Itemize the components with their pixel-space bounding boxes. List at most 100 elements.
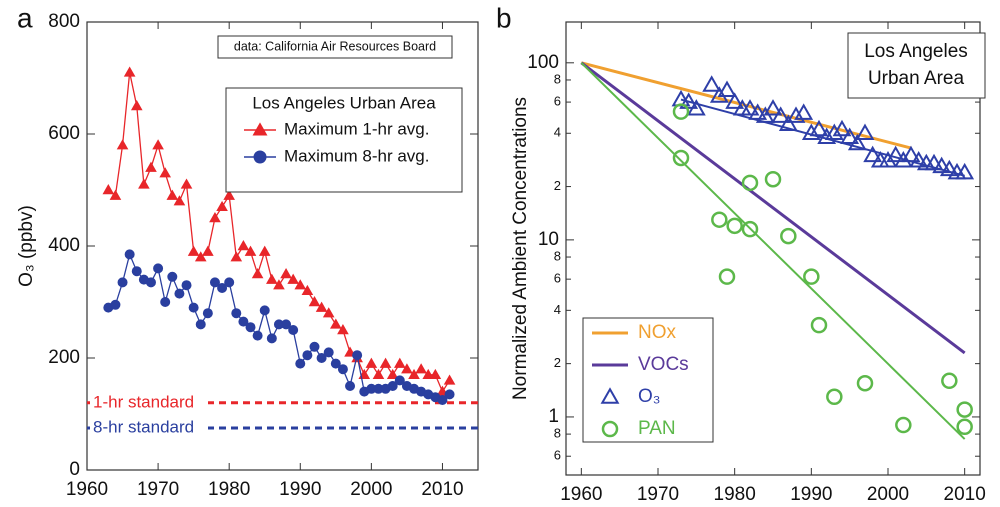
- y-tick-label: 600: [48, 123, 80, 144]
- triangle-marker: [223, 189, 235, 200]
- circle-marker: [217, 283, 228, 293]
- y-tick-label: 10: [538, 229, 559, 250]
- triangle-marker: [330, 318, 342, 329]
- triangle-marker: [740, 99, 760, 116]
- triangle-marker: [273, 279, 285, 290]
- x-tick-label: 1960: [560, 484, 602, 505]
- legend-label: Maximum 8-hr avg.: [284, 146, 429, 165]
- annotation: data: California Air Resources Board: [234, 39, 436, 53]
- circle-marker: [202, 308, 213, 319]
- triangle-marker: [600, 387, 620, 404]
- circle-marker: [941, 372, 958, 390]
- title-box: [847, 32, 986, 99]
- circle-marker: [309, 341, 320, 352]
- circle-marker: [345, 381, 356, 391]
- circle-marker: [266, 333, 277, 344]
- legend-box: [582, 317, 714, 443]
- circle-marker: [167, 271, 178, 282]
- triangle-marker: [778, 114, 798, 131]
- circle-marker: [288, 325, 299, 335]
- x-tick-label: 2000: [867, 484, 909, 505]
- circle-marker: [394, 375, 405, 386]
- triangle-marker: [408, 368, 420, 380]
- triangle-marker: [717, 80, 737, 98]
- chart-title: Urban Area: [868, 68, 965, 89]
- circle-marker: [252, 330, 263, 341]
- triangle-marker: [886, 145, 906, 163]
- triangle-marker: [287, 273, 299, 284]
- triangle-marker: [901, 145, 921, 163]
- reference-label-bg: [90, 392, 208, 413]
- triangle-marker: [244, 245, 257, 256]
- legend-label: PAN: [638, 418, 676, 439]
- y-tick-label: 800: [48, 11, 80, 32]
- triangle-marker: [801, 123, 821, 141]
- triangle-marker: [280, 268, 292, 279]
- triangle-marker: [855, 123, 875, 141]
- reference-label-bg: [90, 418, 208, 438]
- triangle-marker: [824, 123, 844, 141]
- triangle-marker: [878, 150, 898, 168]
- y-tick-label: 200: [48, 347, 80, 368]
- triangle-marker: [748, 103, 768, 120]
- circle-marker: [253, 150, 267, 164]
- circle-marker: [601, 420, 619, 438]
- circle-marker: [437, 395, 448, 405]
- series-line: [580, 61, 966, 355]
- triangle-marker: [955, 162, 975, 180]
- y-tick-label: 8: [554, 426, 561, 441]
- triangle-marker: [771, 106, 791, 123]
- triangle-marker: [216, 200, 228, 212]
- y-tick-label: 0: [69, 459, 80, 480]
- circle-marker: [856, 374, 874, 392]
- y-tick-label: 6: [554, 271, 561, 286]
- triangle-marker: [443, 374, 456, 385]
- x-tick-label: 1970: [637, 484, 679, 505]
- circle-marker: [245, 322, 256, 333]
- circle-marker: [259, 305, 270, 316]
- triangle-marker: [863, 145, 883, 163]
- circle-marker: [330, 358, 341, 369]
- circle-marker: [110, 299, 121, 310]
- circle-marker: [764, 170, 782, 188]
- triangle-marker: [939, 159, 959, 177]
- triangle-marker: [337, 324, 349, 335]
- triangle-marker: [401, 363, 413, 374]
- triangle-marker: [786, 106, 806, 123]
- triangle-marker: [109, 189, 122, 200]
- x-tick-label: 2000: [350, 479, 392, 500]
- circle-marker: [231, 308, 242, 319]
- triangle-marker: [230, 251, 243, 262]
- triangle-marker: [379, 357, 392, 368]
- circle-marker: [195, 319, 206, 330]
- triangle-marker: [202, 245, 214, 256]
- triangle-marker: [924, 153, 944, 171]
- legend-title: Los Angeles Urban Area: [252, 93, 436, 112]
- triangle-marker: [145, 161, 157, 172]
- triangle-marker: [187, 245, 200, 256]
- triangle-marker: [725, 92, 745, 109]
- trend-line: [580, 62, 966, 440]
- legend-label: NOx: [638, 322, 677, 343]
- circle-marker: [160, 297, 171, 307]
- circle-marker: [718, 268, 736, 285]
- triangle-marker: [415, 363, 427, 374]
- circle-marker: [726, 217, 743, 235]
- triangle-marker: [209, 212, 221, 223]
- triangle-marker: [166, 189, 179, 200]
- x-tick-label: 1990: [790, 484, 832, 505]
- reference-label: 8-hr standard: [93, 417, 194, 436]
- triangle-marker: [372, 368, 385, 380]
- triangle-marker: [909, 150, 929, 168]
- circle-marker: [352, 350, 363, 361]
- x-tick-label: 1980: [208, 479, 250, 500]
- triangle-marker: [251, 268, 264, 279]
- triangle-marker: [763, 99, 783, 116]
- circle-marker: [810, 316, 828, 334]
- circle-marker: [188, 302, 199, 313]
- circle-marker: [741, 174, 759, 192]
- triangle-marker: [393, 357, 406, 368]
- y-tick-label: 4: [554, 302, 561, 317]
- y-tick-label: 2: [554, 355, 561, 370]
